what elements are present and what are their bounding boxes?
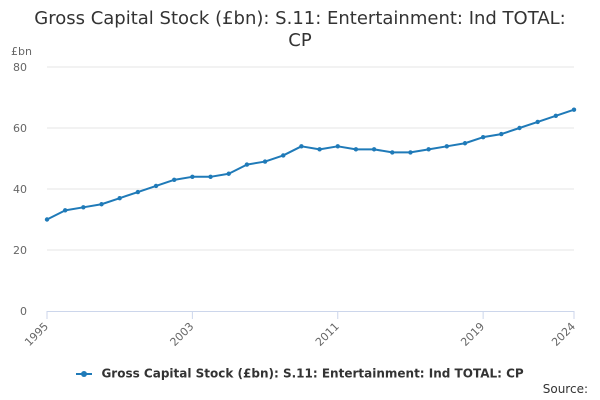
chart-title: Gross Capital Stock (£bn): S.11: Enterta… xyxy=(0,8,600,52)
data-point-2010 xyxy=(317,147,322,152)
gridlines xyxy=(47,66,574,251)
y-tick-label-80: 80 xyxy=(13,61,27,74)
x-tick-label-2003: 2003 xyxy=(168,320,197,349)
chart-title-line-1: Gross Capital Stock (£bn): S.11: Enterta… xyxy=(34,8,566,29)
x-tick-label-2011: 2011 xyxy=(313,320,342,349)
data-point-2013 xyxy=(371,147,377,152)
y-tick-label-40: 40 xyxy=(13,183,27,196)
data-point-1995 xyxy=(44,217,50,222)
data-point-1998 xyxy=(99,202,104,207)
data-point-2000 xyxy=(135,189,141,195)
data-point-2008 xyxy=(281,153,286,158)
legend-dot xyxy=(81,370,88,377)
data-point-2003 xyxy=(190,174,195,179)
data-point-2007 xyxy=(262,159,268,164)
data-point-2004 xyxy=(208,174,213,179)
data-point-2015 xyxy=(408,150,413,155)
x-tick-label-2024: 2024 xyxy=(549,320,578,349)
legend[interactable]: Gross Capital Stock (£bn): S.11: Enterta… xyxy=(0,366,600,381)
legend-marker-icon xyxy=(76,369,93,379)
data-point-2020 xyxy=(499,131,504,137)
data-point-2022 xyxy=(535,119,540,125)
data-point-2017 xyxy=(444,144,449,149)
data-point-2005 xyxy=(226,171,231,176)
data-point-2012 xyxy=(353,147,359,152)
data-point-2002 xyxy=(172,177,177,183)
data-point-2024 xyxy=(571,107,577,112)
data-point-1996 xyxy=(62,208,68,213)
data-point-2018 xyxy=(462,141,468,146)
data-point-2016 xyxy=(426,147,431,152)
data-point-2001 xyxy=(153,183,159,189)
source-label: Source: xyxy=(542,382,588,396)
x-tick-label-1995: 1995 xyxy=(22,320,51,349)
x-tick-labels: 1995 2003 2011 2019 2024 xyxy=(22,320,578,349)
data-point-2023 xyxy=(553,113,559,119)
data-point-1999 xyxy=(117,195,122,201)
series-line-0 xyxy=(46,108,575,221)
y-axis-unit-label: £bn xyxy=(11,45,32,58)
x-tick-label-2019: 2019 xyxy=(458,320,487,349)
data-point-2006 xyxy=(244,162,250,167)
legend-label: Gross Capital Stock (£bn): S.11: Enterta… xyxy=(101,366,524,381)
y-tick-label-60: 60 xyxy=(13,122,27,135)
data-point-2011 xyxy=(335,144,340,149)
y-tick-label-20: 20 xyxy=(13,244,27,257)
data-point-2019 xyxy=(480,134,486,140)
y-tick-labels: 0 20 40 60 80 xyxy=(13,61,27,318)
data-point-2014 xyxy=(390,150,395,155)
series-group xyxy=(44,107,577,222)
chart-title-line-2: CP xyxy=(288,30,312,51)
axes xyxy=(46,311,575,319)
data-point-1997 xyxy=(81,205,86,210)
data-point-2009 xyxy=(299,144,304,149)
data-point-2021 xyxy=(517,125,522,131)
y-tick-label-0: 0 xyxy=(20,305,27,318)
